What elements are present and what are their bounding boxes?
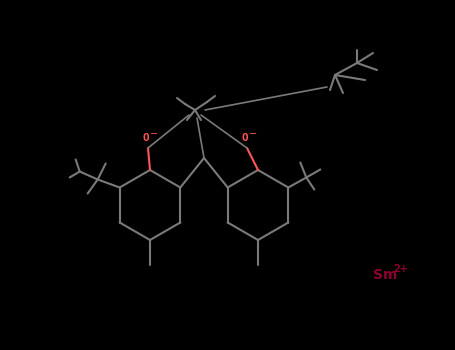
Text: 2+: 2+	[394, 264, 409, 274]
Text: O: O	[142, 133, 149, 143]
Text: −: −	[150, 129, 158, 139]
Text: Sm: Sm	[373, 268, 397, 282]
Text: O: O	[242, 133, 248, 143]
Text: −: −	[249, 129, 257, 139]
